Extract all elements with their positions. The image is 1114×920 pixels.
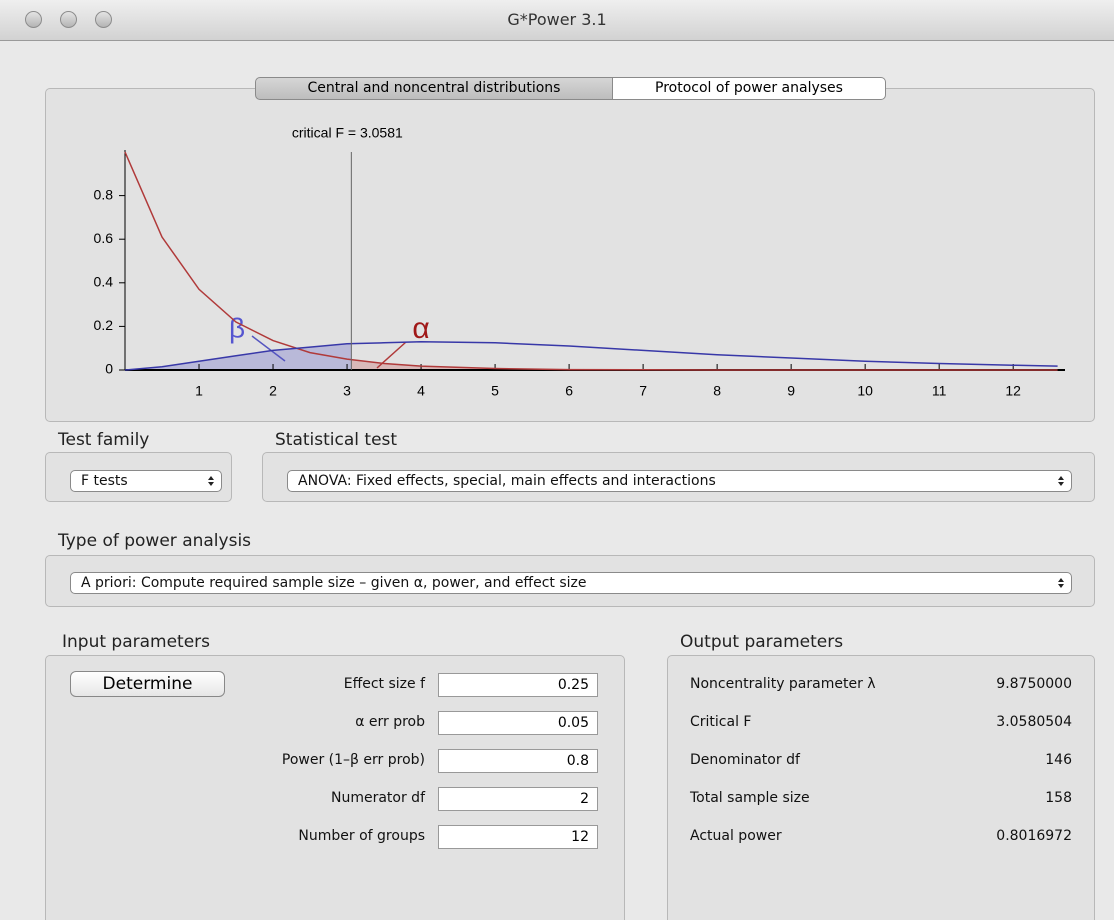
- section-label: Output parameters: [680, 632, 844, 652]
- beta-pointer: [251, 335, 286, 362]
- output-value: 158: [1045, 790, 1072, 806]
- param-input[interactable]: 0.05: [438, 711, 598, 735]
- x-tick-label: 11: [932, 383, 947, 399]
- output-label: Noncentrality parameter λ: [690, 676, 876, 692]
- output-label: Denominator df: [690, 752, 800, 768]
- section-label: Type of power analysis: [58, 531, 252, 551]
- tab[interactable]: Protocol of power analyses: [612, 77, 886, 100]
- select[interactable]: ANOVA: Fixed effects, special, main effe…: [287, 470, 1072, 492]
- select-arrows: [1058, 578, 1064, 588]
- param-label: Power (1–β err prob): [281, 752, 425, 768]
- param-label: Number of groups: [298, 828, 425, 844]
- select[interactable]: F tests: [70, 470, 222, 492]
- y-tick-label: 0.4: [94, 274, 114, 290]
- param-label: α err prob: [355, 714, 425, 730]
- alpha-label: α: [412, 312, 429, 345]
- x-tick-label: 3: [343, 383, 351, 399]
- param-label: Numerator df: [330, 790, 425, 806]
- y-tick-label: 0: [105, 361, 113, 377]
- beta-area: [125, 343, 352, 370]
- x-tick-label: 10: [857, 383, 873, 399]
- y-tick-label: 0.8: [94, 186, 114, 202]
- output-value: 3.0580504: [996, 714, 1072, 730]
- x-tick-label: 5: [491, 383, 499, 399]
- x-tick-label: 8: [713, 383, 721, 399]
- select-value: A priori: Compute required sample size –…: [81, 575, 587, 591]
- section-label: Test family: [58, 430, 150, 450]
- distribution-plot: β α 00.20.40.60.81 2 3 4 5 6 7 8 9 10 11 12critical…: [94, 125, 1065, 399]
- select-value: F tests: [81, 473, 128, 489]
- param-input[interactable]: 0.8: [438, 749, 598, 773]
- param-input[interactable]: 12: [438, 825, 598, 849]
- x-tick-label: 9: [787, 383, 795, 399]
- select-value: ANOVA: Fixed effects, special, main effe…: [298, 473, 716, 489]
- select-arrows: [1058, 476, 1064, 486]
- section-label: Statistical test: [275, 430, 398, 450]
- x-tick-label: 2: [269, 383, 277, 399]
- close-button[interactable]: [25, 11, 42, 28]
- output-label: Critical F: [690, 714, 752, 730]
- tab[interactable]: Central and noncentral distributions: [255, 77, 613, 100]
- y-tick-label: 0.2: [94, 317, 114, 333]
- output-label: Actual power: [690, 828, 782, 844]
- distribution-curve: [124, 340, 1058, 371]
- y-tick-label: 0.6: [94, 230, 114, 246]
- param-input[interactable]: 2: [438, 787, 598, 811]
- title-bar: G*Power 3.1: [0, 0, 1114, 41]
- group-box: [667, 655, 1095, 920]
- distribution-curve: [124, 151, 1058, 371]
- determine-button[interactable]: Determine: [70, 671, 225, 697]
- zoom-button[interactable]: [95, 11, 112, 28]
- critical-label: critical F = 3.0581: [292, 125, 403, 141]
- x-tick-label: 6: [565, 383, 573, 399]
- output-value: 146: [1045, 752, 1072, 768]
- x-tick-label: 7: [639, 383, 647, 399]
- output-value: 9.8750000: [996, 676, 1072, 692]
- output-value: 0.8016972: [996, 828, 1072, 844]
- x-tick-label: 1: [195, 383, 203, 399]
- x-tick-label: 12: [1005, 383, 1021, 399]
- output-label: Total sample size: [690, 790, 810, 806]
- select-arrows: [208, 476, 214, 486]
- window-title: G*Power 3.1: [507, 10, 607, 29]
- select[interactable]: A priori: Compute required sample size –…: [70, 572, 1072, 594]
- section-label: Input parameters: [62, 632, 211, 652]
- tab-panel: [45, 88, 1095, 422]
- minimize-button[interactable]: [60, 11, 77, 28]
- x-tick-label: 4: [417, 383, 425, 399]
- param-input[interactable]: 0.25: [438, 673, 598, 697]
- alpha-area: [351, 359, 1058, 370]
- param-label: Effect size f: [343, 676, 425, 692]
